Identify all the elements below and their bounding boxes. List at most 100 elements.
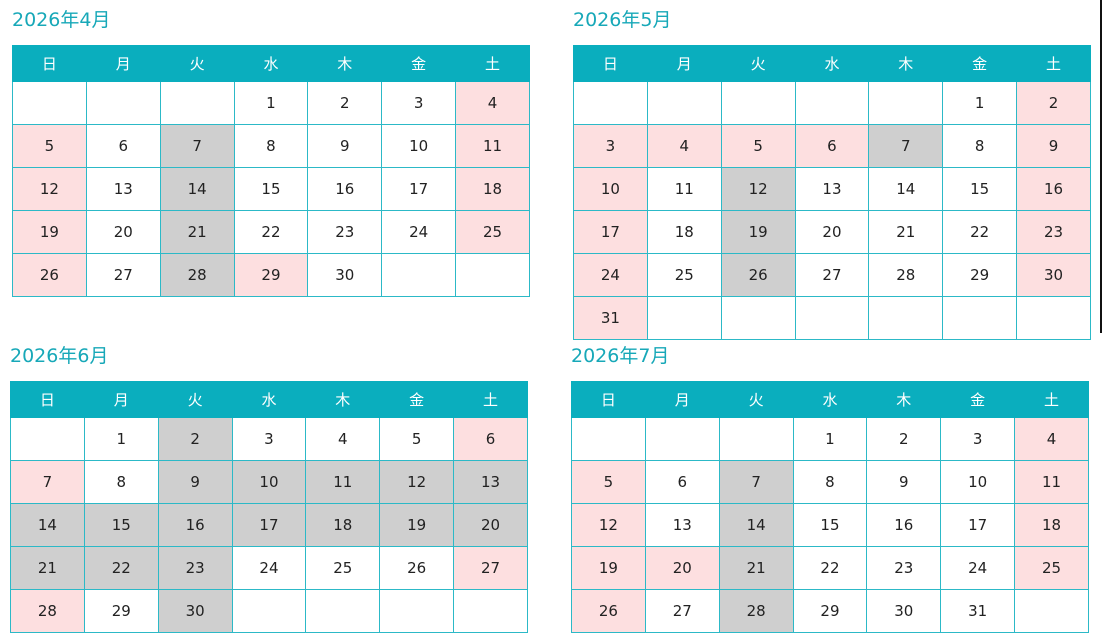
calendar-july: 2026年7月日月火水木金土 1 2 3 4 5 6 7 8 9 10 11 12 13 14 15 16 17 1… [571,345,1089,633]
week-row: 21 22 23 24 25 26 27 [10,546,528,590]
week-row: 10 11 12 13 14 15 16 [573,167,1091,211]
day-cell-holiday: 5 [12,124,87,168]
day-cell: 5 [379,417,455,461]
day-cell-closed: 12 [720,167,796,211]
weekday-label: 金 [940,381,1016,418]
weekday-label: 月 [85,45,161,82]
empty-cell [12,81,87,125]
day-cell: 27 [85,253,161,297]
day-cell: 31 [940,589,1016,633]
empty-cell [571,417,646,461]
weekday-label: 火 [718,381,794,418]
day-cell: 22 [942,210,1018,254]
weekday-label: 木 [305,381,381,418]
day-cell-holiday: 16 [1016,167,1091,211]
day-cell-closed: 7 [868,124,944,168]
day-cell-closed: 22 [83,546,159,590]
day-cell: 15 [792,503,868,547]
empty-cell [159,81,235,125]
day-cell: 8 [942,124,1018,168]
day-cell-holiday: 4 [455,81,530,125]
week-row: 7 8 9 10 11 12 13 [10,460,528,504]
day-cell-holiday: 19 [12,210,87,254]
day-cell-closed: 20 [453,503,528,547]
day-cell-closed: 2 [157,417,233,461]
empty-cell [646,296,722,340]
day-cell-holiday: 30 [1016,253,1091,297]
day-cell-closed: 19 [720,210,796,254]
day-cell: 1 [942,81,1018,125]
day-cell-closed: 30 [157,589,233,633]
day-cell: 4 [305,417,381,461]
day-cell-holiday: 18 [455,167,530,211]
day-cell-holiday: 26 [571,589,646,633]
empty-cell [720,296,796,340]
empty-cell [720,81,796,125]
day-cell-closed: 7 [718,460,794,504]
day-cell: 10 [381,124,457,168]
empty-cell [868,81,944,125]
day-cell: 25 [646,253,722,297]
day-cell: 14 [868,167,944,211]
week-row: 31 [573,296,1091,340]
empty-cell [1014,589,1089,633]
weekday-label: 月 [646,45,722,82]
weekday-label: 日 [10,381,85,418]
day-cell-holiday: 25 [455,210,530,254]
day-cell: 6 [85,124,161,168]
day-cell-closed: 16 [157,503,233,547]
day-cell-holiday: 4 [646,124,722,168]
weekday-label: 火 [720,45,796,82]
day-cell: 15 [942,167,1018,211]
week-row: 28 29 30 [10,589,528,633]
day-cell: 1 [233,81,309,125]
day-cell: 30 [866,589,942,633]
day-cell-closed: 14 [718,503,794,547]
month-grid: 日月火水木金土 1 2 3 4 5 6 7 8 9 10 11 12 13 14 15 16 17 18 19 20 21… [12,45,530,297]
day-cell-holiday: 12 [571,503,646,547]
empty-cell [85,81,161,125]
week-row: 19 20 21 22 23 24 25 [12,210,530,254]
day-cell: 6 [644,460,720,504]
day-cell: 3 [381,81,457,125]
day-cell-closed: 18 [305,503,381,547]
weekday-label: 日 [12,45,87,82]
day-cell: 16 [307,167,383,211]
day-cell: 20 [85,210,161,254]
day-cell-closed: 13 [453,460,528,504]
weekday-header: 日月火水木金土 [571,381,1089,418]
empty-cell [718,417,794,461]
day-cell-holiday: 27 [453,546,528,590]
day-cell: 28 [868,253,944,297]
day-cell-holiday: 3 [573,124,648,168]
weekday-header: 日月火水木金土 [12,45,530,82]
day-cell-closed: 28 [718,589,794,633]
day-cell: 29 [792,589,868,633]
day-cell: 3 [231,417,307,461]
weekday-label: 火 [157,381,233,418]
day-cell-holiday: 19 [571,546,646,590]
weekday-label: 土 [453,381,528,418]
week-row: 17 18 19 20 21 22 23 [573,210,1091,254]
day-cell: 2 [866,417,942,461]
day-cell: 17 [940,503,1016,547]
day-cell: 21 [868,210,944,254]
day-cell: 18 [646,210,722,254]
calendar-may: 2026年5月日月火水木金土 1 2 3 4 5 6 7 8 9 10 11 12 13 14 15 16 17 1… [573,9,1091,340]
week-row: 24 25 26 27 28 29 30 [573,253,1091,297]
weekday-label: 日 [573,45,648,82]
day-cell-holiday: 29 [233,253,309,297]
week-row: 26 27 28 29 30 [12,253,530,297]
week-row: 12 13 14 15 16 17 18 [12,167,530,211]
day-cell-closed: 15 [83,503,159,547]
empty-cell [794,296,870,340]
day-cell: 27 [794,253,870,297]
day-cell-holiday: 2 [1016,81,1091,125]
day-cell-holiday: 6 [794,124,870,168]
day-cell-holiday: 7 [10,460,85,504]
day-cell-holiday: 17 [573,210,648,254]
day-cell-holiday: 12 [12,167,87,211]
